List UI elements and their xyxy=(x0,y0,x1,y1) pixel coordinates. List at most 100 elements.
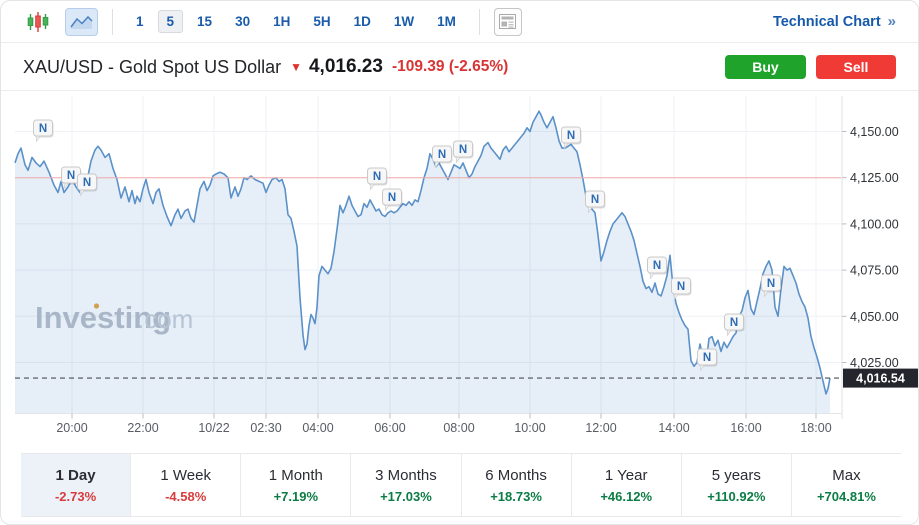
news-marker[interactable]: N xyxy=(432,145,453,169)
tab-change: -4.58% xyxy=(165,488,207,504)
svg-text:N: N xyxy=(677,281,685,293)
timeframe-5h[interactable]: 5H xyxy=(313,14,331,29)
tab-1-week[interactable]: 1 Week -4.58% xyxy=(130,454,241,516)
last-price: 4,016.23 xyxy=(308,56,383,77)
tab-max[interactable]: Max +704.81% xyxy=(790,454,901,516)
timeframe-1h[interactable]: 1H xyxy=(273,14,291,29)
svg-text:4,016.54: 4,016.54 xyxy=(856,372,905,386)
news-marker[interactable]: N xyxy=(724,313,745,337)
timeframe-1[interactable]: 1 xyxy=(136,14,144,29)
tab-label: 6 Months xyxy=(485,466,547,484)
svg-text:Investing: Investing xyxy=(35,300,171,335)
tab-change: +46.12% xyxy=(600,488,653,504)
svg-text:N: N xyxy=(591,194,599,206)
news-marker[interactable]: N xyxy=(761,274,782,298)
svg-text:04:00: 04:00 xyxy=(302,421,333,435)
y-axis-labels: 4,150.00 4,125.00 4,100.00 4,075.00 4,050.00… xyxy=(842,125,899,370)
tab-5-years[interactable]: 5 years +110.92% xyxy=(680,454,791,516)
chevron-right-icon: » xyxy=(887,13,896,30)
last-price-badge: 4,016.54 xyxy=(843,368,918,388)
price-change: -109.39 (-2.65%) xyxy=(391,58,509,75)
tab-change: -2.73% xyxy=(54,488,97,504)
news-marker[interactable]: N xyxy=(33,119,54,143)
news-marker[interactable]: N xyxy=(453,140,474,164)
news-marker[interactable]: N xyxy=(77,173,98,197)
svg-text:16:00: 16:00 xyxy=(730,421,761,435)
tab-6-months[interactable]: 6 Months +18.73% xyxy=(460,454,571,516)
toolbar-divider xyxy=(112,8,113,35)
candlestick-chart-icon[interactable] xyxy=(23,8,53,36)
news-marker[interactable]: N xyxy=(367,167,388,191)
news-marker[interactable]: N xyxy=(697,348,718,372)
svg-text:06:00: 06:00 xyxy=(374,421,405,435)
x-axis-labels: 20:00 22:00 10/22 02:30 04:00 06:00 08:00 10:00… xyxy=(56,413,832,435)
tab-label: 1 Month xyxy=(268,466,323,484)
instrument-header: XAU/USD - Gold Spot US Dollar ▼ 4,016.23… xyxy=(1,44,918,91)
news-glyph xyxy=(499,14,517,29)
toolbar-divider xyxy=(478,8,480,35)
tab-change: +704.81% xyxy=(816,488,876,504)
svg-text:N: N xyxy=(459,144,467,156)
svg-text:4,100.00: 4,100.00 xyxy=(850,217,899,231)
tab-label: 5 years xyxy=(711,466,761,484)
price-area-series xyxy=(14,110,831,413)
svg-text:N: N xyxy=(767,278,775,290)
svg-text:20:00: 20:00 xyxy=(56,421,87,435)
news-marker[interactable]: N xyxy=(61,166,82,190)
news-marker[interactable]: N xyxy=(671,277,692,301)
period-tabs: 1 Day -2.73% 1 Week -4.58% 1 Month +7.19% 3 Mo… xyxy=(21,453,901,517)
tab-3-months[interactable]: 3 Months +17.03% xyxy=(350,454,461,516)
area-chart-icon[interactable] xyxy=(65,7,98,36)
svg-text:10:00: 10:00 xyxy=(514,421,545,435)
sell-button[interactable]: Sell xyxy=(816,55,896,79)
svg-text:14:00: 14:00 xyxy=(658,421,689,435)
tab-label: 3 Months xyxy=(375,466,437,484)
buy-button[interactable]: Buy xyxy=(725,55,806,79)
svg-text:22:00: 22:00 xyxy=(127,421,158,435)
svg-text:4,025.00: 4,025.00 xyxy=(850,356,899,370)
candlestick-glyph xyxy=(27,11,49,32)
tab-1-year[interactable]: 1 Year +46.12% xyxy=(570,454,681,516)
tab-1-day[interactable]: 1 Day -2.73% xyxy=(21,454,131,516)
svg-text:02:30: 02:30 xyxy=(250,421,281,435)
svg-text:N: N xyxy=(438,149,446,161)
svg-text:N: N xyxy=(730,317,738,329)
timeframe-5[interactable]: 5 xyxy=(157,10,184,33)
news-marker[interactable]: N xyxy=(382,188,403,212)
timeframe-1w[interactable]: 1W xyxy=(393,14,415,29)
svg-text:4,150.00: 4,150.00 xyxy=(850,125,899,139)
instrument-title: XAU/USD - Gold Spot US Dollar xyxy=(23,56,282,77)
svg-text:N: N xyxy=(67,170,75,182)
tab-change: +7.19% xyxy=(273,488,319,504)
svg-text:.com: .com xyxy=(137,304,193,334)
svg-text:N: N xyxy=(703,352,711,364)
tab-label: 1 Week xyxy=(160,466,211,484)
news-marker[interactable]: N xyxy=(647,256,668,280)
svg-text:N: N xyxy=(373,171,381,183)
svg-text:4,050.00: 4,050.00 xyxy=(850,310,899,324)
timeframe-1m[interactable]: 1M xyxy=(437,14,456,29)
news-marker[interactable]: N xyxy=(585,190,606,214)
investing-watermark: Investing.com xyxy=(35,300,193,335)
technical-chart-label: Technical Chart xyxy=(772,13,881,30)
tab-label: Max xyxy=(832,466,861,484)
svg-text:N: N xyxy=(653,260,661,272)
svg-text:4,125.00: 4,125.00 xyxy=(850,171,899,185)
tab-1-month[interactable]: 1 Month +7.19% xyxy=(240,454,351,516)
svg-text:18:00: 18:00 xyxy=(800,421,831,435)
svg-text:08:00: 08:00 xyxy=(443,421,474,435)
tab-change: +110.92% xyxy=(707,488,766,504)
technical-chart-link[interactable]: Technical Chart » xyxy=(773,13,896,30)
timeframe-15[interactable]: 15 xyxy=(197,14,213,29)
timeframe-1d[interactable]: 1D xyxy=(353,14,371,29)
timeframe-selector: 1 5 15 30 1H 5H 1D 1W 1M xyxy=(127,10,465,33)
timeframe-30[interactable]: 30 xyxy=(235,14,251,29)
news-panel-icon[interactable] xyxy=(493,7,522,36)
svg-text:10/22: 10/22 xyxy=(198,421,229,435)
svg-text:N: N xyxy=(39,123,47,135)
news-marker[interactable]: N xyxy=(561,126,582,150)
area-glyph xyxy=(70,15,93,29)
